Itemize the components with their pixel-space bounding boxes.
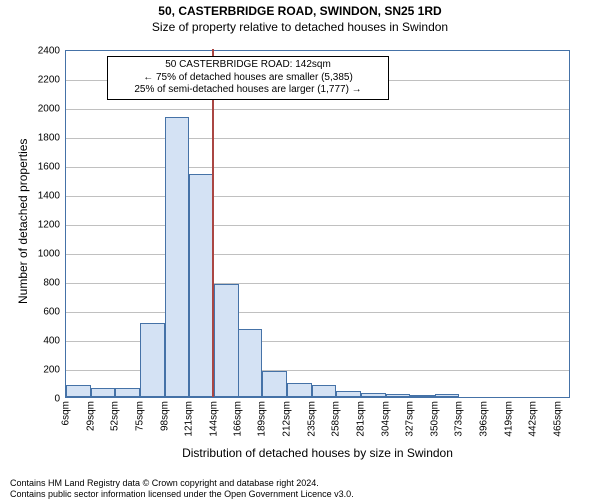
x-tick-label: 144sqm: [208, 397, 219, 437]
x-tick-label: 29sqm: [85, 397, 96, 431]
attribution-line-1: Contains HM Land Registry data © Crown c…: [10, 478, 354, 489]
x-tick-label: 304sqm: [380, 397, 391, 437]
histogram-bar: [66, 385, 91, 397]
gridline: [66, 167, 569, 168]
x-tick-label: 327sqm: [405, 397, 416, 437]
x-tick-label: 235sqm: [306, 397, 317, 437]
histogram-bar: [287, 383, 312, 398]
plot-wrap: 0200400600800100012001400160018002000220…: [65, 50, 570, 398]
histogram-bar: [115, 388, 140, 397]
attribution-line-2: Contains public sector information licen…: [10, 489, 354, 500]
x-tick-label: 75sqm: [134, 397, 145, 431]
x-tick-label: 189sqm: [257, 397, 268, 437]
x-tick-label: 465sqm: [553, 397, 564, 437]
attribution: Contains HM Land Registry data © Crown c…: [10, 478, 354, 500]
x-tick-label: 373sqm: [454, 397, 465, 437]
y-tick-label: 1000: [38, 249, 66, 260]
y-tick-label: 800: [43, 278, 66, 289]
y-tick-label: 600: [43, 307, 66, 318]
gridline: [66, 225, 569, 226]
x-tick-label: 350sqm: [429, 397, 440, 437]
chart-container: 50, CASTERBRIDGE ROAD, SWINDON, SN25 1RD…: [0, 4, 600, 500]
plot-area: 0200400600800100012001400160018002000220…: [65, 50, 570, 398]
annotation-line-1: 50 CASTERBRIDGE ROAD: 142sqm: [114, 59, 382, 72]
annotation-line-2: ← 75% of detached houses are smaller (5,…: [114, 72, 382, 85]
histogram-bar: [165, 117, 190, 397]
histogram-bar: [238, 329, 263, 397]
y-tick-label: 1400: [38, 191, 66, 202]
x-tick-label: 6sqm: [61, 397, 72, 425]
gridline: [66, 196, 569, 197]
y-tick-label: 2200: [38, 75, 66, 86]
histogram-bar: [262, 371, 287, 397]
x-tick-label: 281sqm: [355, 397, 366, 437]
gridline: [66, 254, 569, 255]
histogram-bar: [312, 385, 337, 397]
x-tick-label: 396sqm: [479, 397, 490, 437]
main-title: 50, CASTERBRIDGE ROAD, SWINDON, SN25 1RD: [0, 4, 600, 18]
histogram-bar: [140, 323, 165, 397]
x-tick-label: 442sqm: [528, 397, 539, 437]
x-tick-label: 52sqm: [110, 397, 121, 431]
x-tick-label: 166sqm: [232, 397, 243, 437]
y-axis-label: Number of detached properties: [16, 139, 30, 304]
annotation-box: 50 CASTERBRIDGE ROAD: 142sqm ← 75% of de…: [107, 56, 389, 100]
x-axis-label: Distribution of detached houses by size …: [65, 446, 570, 460]
gridline: [66, 109, 569, 110]
x-tick-label: 121sqm: [184, 397, 195, 437]
y-tick-label: 2400: [38, 46, 66, 57]
x-tick-label: 98sqm: [159, 397, 170, 431]
gridline: [66, 138, 569, 139]
histogram-bar: [214, 284, 239, 397]
x-tick-label: 212sqm: [281, 397, 292, 437]
y-tick-label: 2000: [38, 104, 66, 115]
x-tick-label: 419sqm: [503, 397, 514, 437]
y-tick-label: 200: [43, 365, 66, 376]
x-tick-label: 258sqm: [331, 397, 342, 437]
y-tick-label: 400: [43, 336, 66, 347]
subtitle: Size of property relative to detached ho…: [0, 20, 600, 34]
y-tick-label: 1800: [38, 133, 66, 144]
y-tick-label: 1200: [38, 220, 66, 231]
marker-line: [212, 49, 214, 397]
y-tick-label: 1600: [38, 162, 66, 173]
histogram-bar: [189, 174, 214, 397]
annotation-line-3: 25% of semi-detached houses are larger (…: [114, 84, 382, 97]
histogram-bar: [91, 388, 116, 397]
gridline: [66, 283, 569, 284]
gridline: [66, 312, 569, 313]
